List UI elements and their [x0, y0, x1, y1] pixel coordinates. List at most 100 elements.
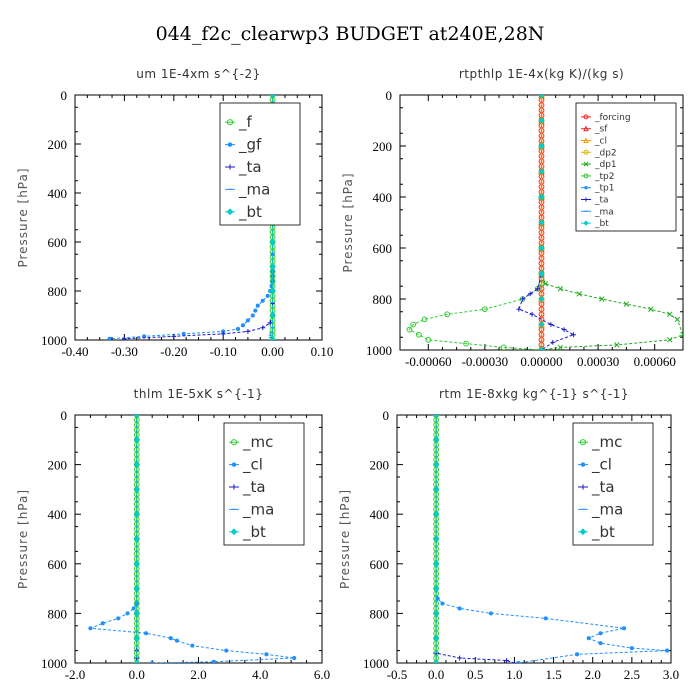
y-axis-label: Pressure [hPa]: [341, 172, 355, 272]
x-tick-label: -0.20: [160, 344, 187, 359]
data-point: [171, 333, 177, 339]
data-point: [463, 340, 469, 347]
data-point: [433, 486, 440, 493]
y-tick-label: 1000: [363, 656, 389, 671]
chart-panel-2: rtpthlp 1E-4x(kg K)/(kg s) Pressure [hPa]…: [341, 67, 684, 369]
x-tick-label: 0.00: [261, 344, 284, 359]
panel-title: thlm 1E-5xK s^{-1}: [134, 387, 264, 401]
data-point: [598, 641, 603, 646]
data-point: [133, 585, 140, 592]
data-point: [561, 327, 567, 332]
legend-label: _mc: [242, 433, 273, 452]
data-point: [433, 560, 440, 567]
data-point: [122, 336, 127, 340]
data-point: [230, 528, 238, 536]
data-point: [538, 168, 545, 175]
data-point: [516, 306, 522, 312]
data-point: [538, 219, 545, 226]
chart-panel-1: um 1E-4xm s^{-2} Pressure [hPa] -0.40 -0.30…: [16, 67, 333, 359]
data-point: [584, 186, 588, 190]
data-point: [520, 296, 526, 302]
y-tick-label: 1000: [41, 333, 67, 348]
series-line: [435, 415, 515, 663]
chart-panel-4: rtm 1E-8xkg kg^{-1} s^{-1} Pressure [hPa]…: [338, 387, 679, 682]
legend-entry: _cl: [578, 456, 612, 475]
data-point: [457, 606, 462, 611]
legend-entry: _ma: [225, 180, 270, 199]
data-point: [583, 161, 589, 167]
data-point: [583, 125, 589, 132]
data-point: [168, 636, 173, 641]
legend-label: _bt: [591, 523, 615, 542]
legend-entry: _ta: [225, 158, 262, 177]
x-tick-label: 0.00060: [634, 354, 676, 369]
series-bt: [133, 415, 140, 663]
legend-label: _cl: [242, 456, 263, 475]
data-point: [433, 635, 440, 642]
y-tick-label: 200: [48, 458, 68, 473]
x-tick-label: 6.0: [314, 667, 330, 682]
chart-panel-3: thlm 1E-5xK s^{-1} Pressure [hPa] -2.0 0.0 2…: [16, 387, 330, 682]
data-point: [571, 332, 576, 338]
data-point: [444, 311, 451, 318]
data-point: [433, 436, 440, 443]
legend-label: _mc: [591, 433, 622, 452]
y-tick-label: 0: [61, 408, 68, 423]
data-point: [88, 626, 93, 631]
legend-entry: _ma: [578, 500, 623, 519]
data-point: [116, 616, 121, 621]
y-tick-label: 1000: [41, 656, 67, 671]
x-tick-label: 0.0: [129, 667, 145, 682]
legend-entry: _cl: [229, 456, 263, 475]
series-ta: [516, 95, 576, 350]
data-point: [231, 484, 237, 490]
legend-entry: _mc: [578, 433, 622, 452]
data-point: [621, 626, 627, 631]
data-point: [433, 535, 440, 543]
x-tick-label: 0.10: [311, 344, 334, 359]
data-point: [557, 286, 564, 292]
data-point: [538, 295, 545, 303]
data-point: [538, 270, 545, 277]
legend-entry: _bt: [225, 203, 262, 222]
series-layer: [433, 415, 670, 663]
series-tp2: [406, 95, 545, 350]
data-point: [433, 415, 440, 419]
legend-label: _forcing: [594, 113, 631, 123]
data-point: [133, 436, 140, 443]
legend-label: _dp1: [594, 160, 617, 170]
y-tick-label: 0: [383, 408, 390, 423]
legend-label: _ta: [238, 158, 262, 177]
data-point: [270, 252, 275, 257]
data-point: [253, 308, 258, 313]
legend-label: _ta: [591, 478, 615, 497]
data-point: [580, 462, 586, 467]
y-tick-label: 600: [48, 235, 68, 250]
data-point: [583, 149, 589, 155]
x-tick-label: 2.0: [585, 667, 601, 682]
data-point: [548, 322, 554, 327]
legend-entry: _ta: [578, 478, 615, 497]
data-point: [174, 638, 179, 643]
x-tick-label: 4.0: [252, 667, 268, 682]
data-point: [433, 610, 440, 617]
data-point: [133, 511, 140, 518]
data-point: [529, 311, 535, 317]
panel-title: um 1E-4xm s^{-2}: [136, 67, 260, 81]
legend-entry: _sf: [581, 125, 608, 135]
data-point: [227, 164, 233, 170]
data-point: [269, 238, 276, 246]
data-point: [629, 646, 634, 651]
data-point: [648, 306, 654, 312]
legend-label: _ma: [594, 207, 614, 217]
data-point: [538, 95, 545, 99]
data-point: [226, 119, 234, 126]
y-tick-label: 400: [373, 190, 393, 205]
series-layer: [88, 415, 297, 663]
data-point: [220, 331, 226, 337]
data-point: [260, 298, 265, 303]
data-point: [190, 643, 195, 648]
data-point: [231, 462, 237, 467]
series-bt: [433, 415, 440, 663]
